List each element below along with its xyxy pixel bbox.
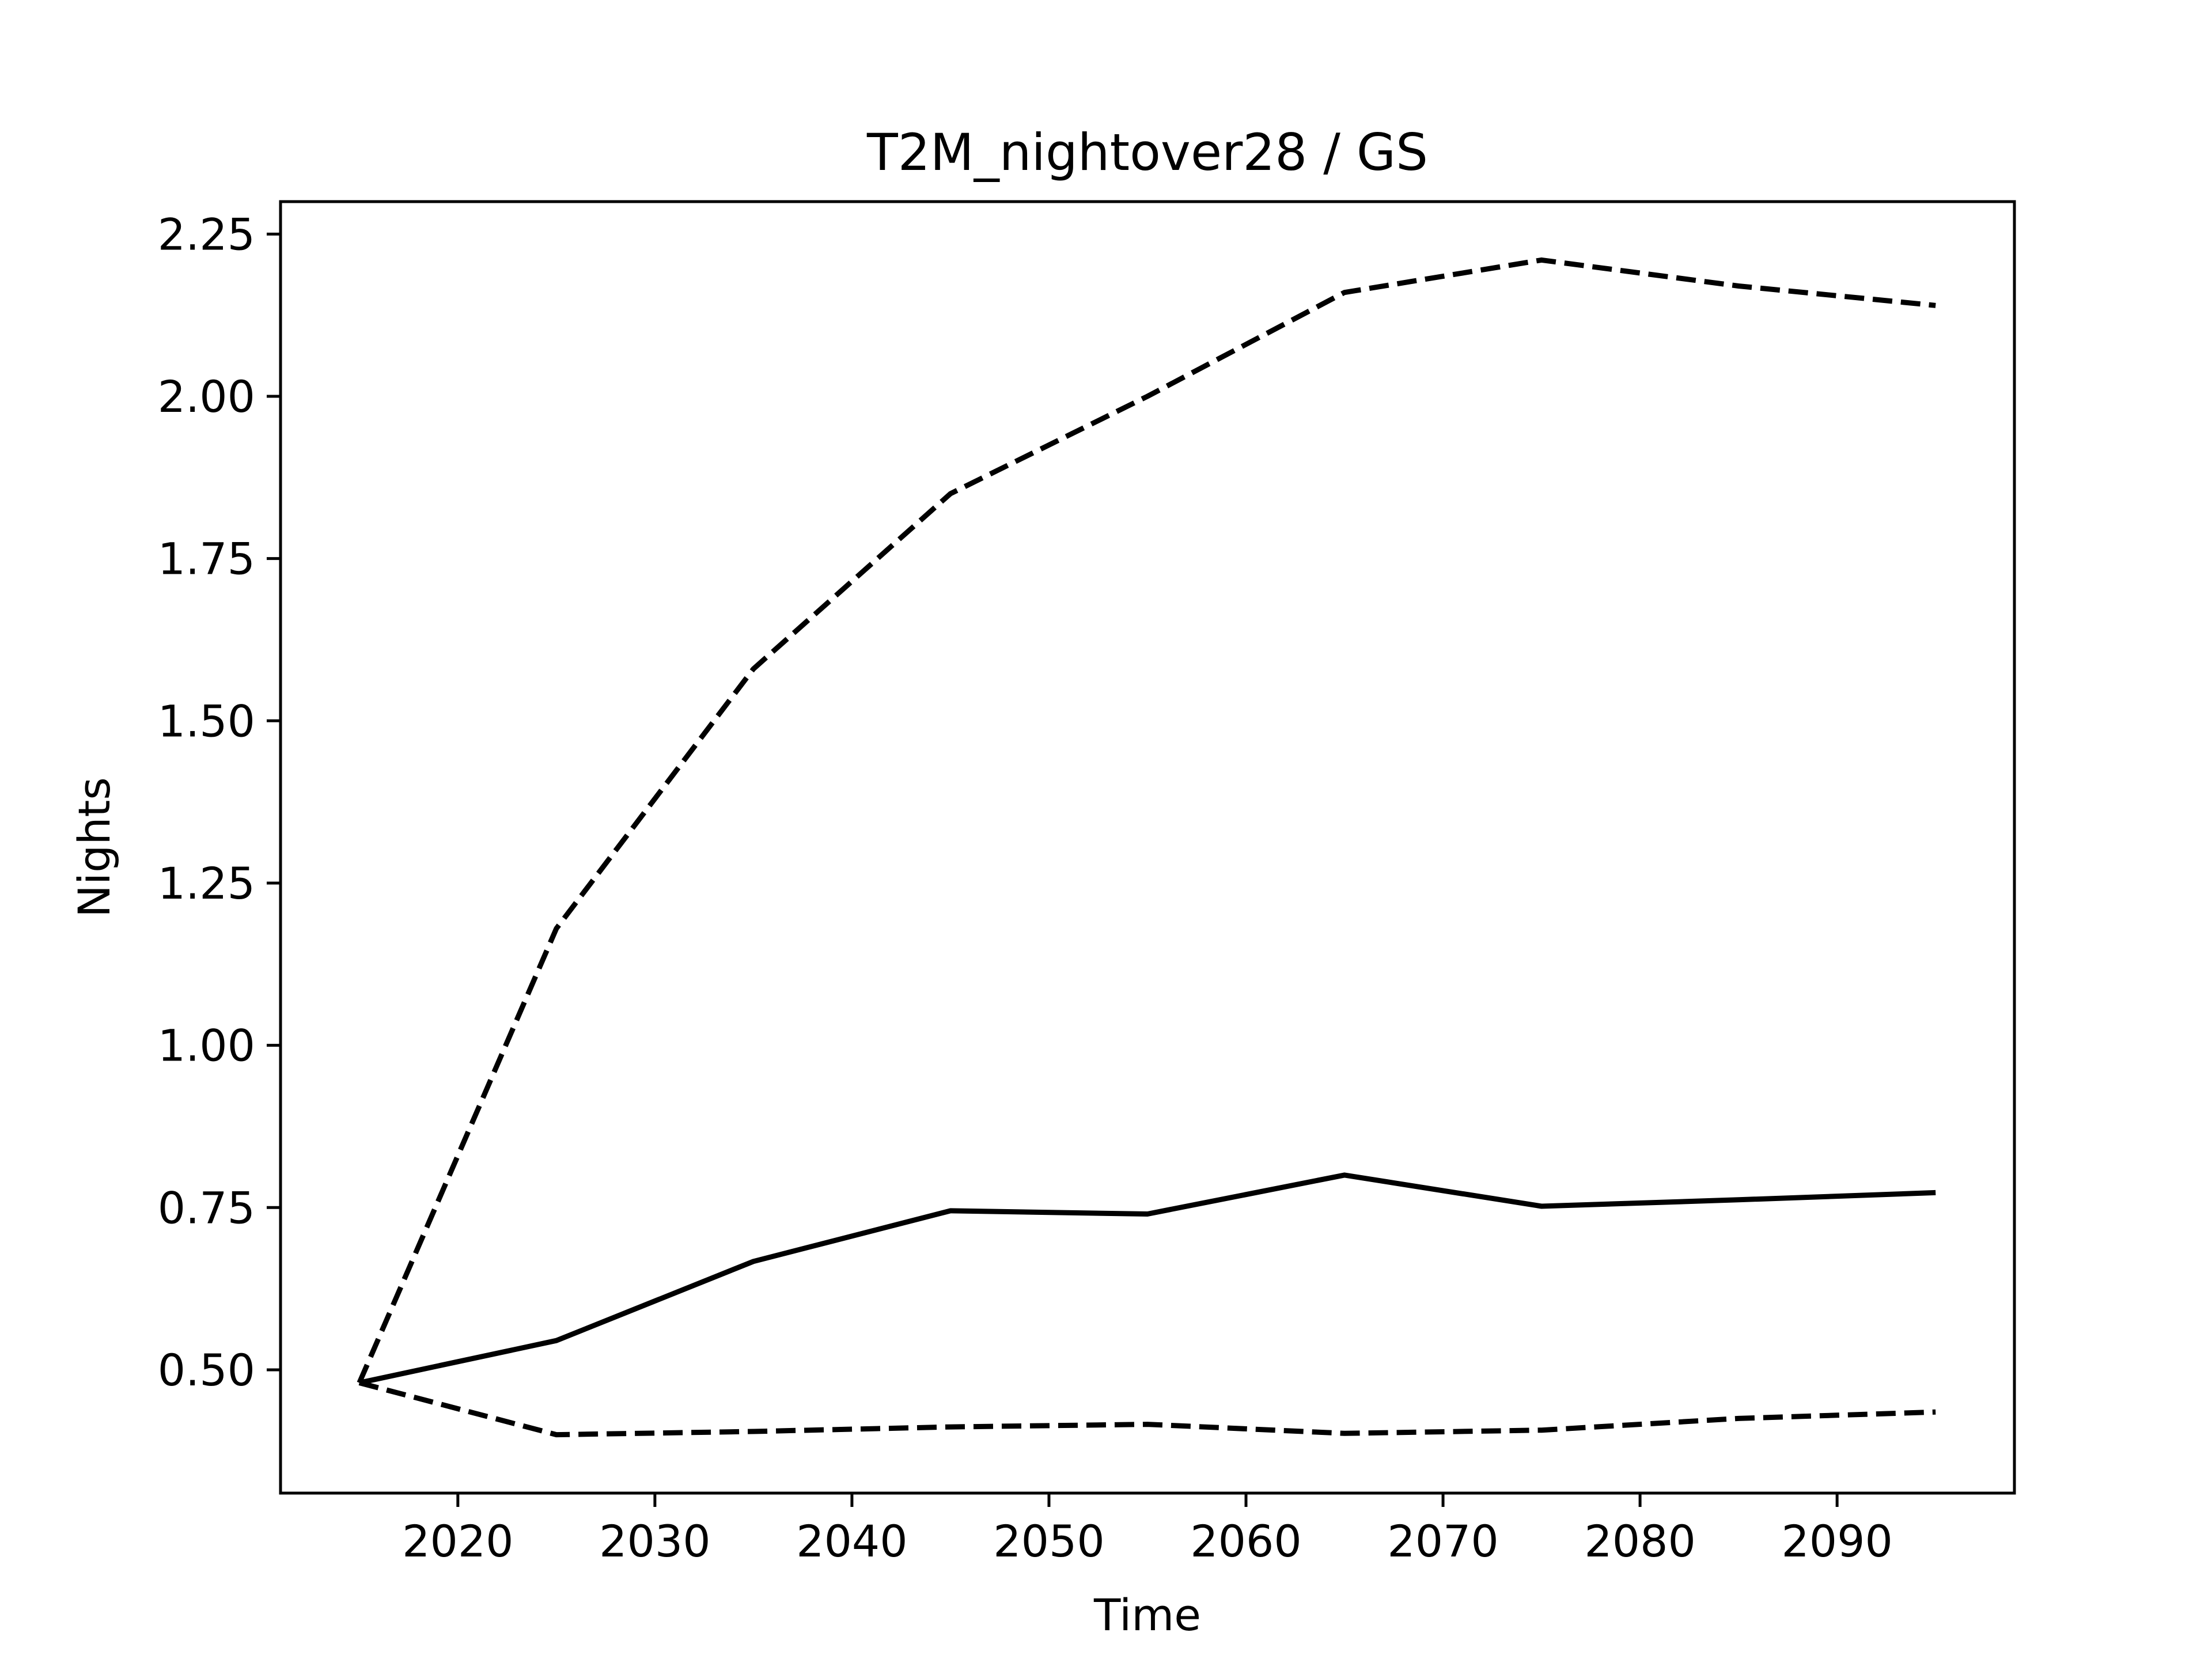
x-tick-label: 2040 (796, 1516, 907, 1567)
y-axis-label: Nights (69, 777, 120, 918)
series-line-3 (358, 1380, 1936, 1438)
x-axis-label: Time (1093, 1589, 1201, 1641)
x-tick-label: 2080 (1584, 1516, 1695, 1567)
series-line-2 (357, 257, 1936, 1384)
y-tick-label: 2.25 (158, 209, 255, 260)
x-tick-label: 2060 (1190, 1516, 1301, 1567)
x-axis-ticks: 2020 2030 2040 2050 2060 2070 2080 2090 (402, 1493, 1893, 1567)
x-tick-label: 2020 (402, 1516, 513, 1567)
series-line-1 (358, 1172, 1936, 1385)
y-tick-label: 1.00 (158, 1020, 255, 1071)
plot-frame (279, 200, 2016, 1495)
x-tick-label: 2050 (993, 1516, 1104, 1567)
y-axis-ticks: 0.50 0.75 1.00 1.25 1.50 1.75 2.00 2.25 (158, 209, 281, 1396)
y-tick-label: 0.50 (158, 1344, 255, 1396)
chart-title: T2M_nightover28 / GS (866, 123, 1428, 182)
y-tick-label: 0.75 (158, 1182, 255, 1233)
series-layer (357, 257, 1936, 1438)
y-tick-label: 1.25 (158, 858, 255, 909)
y-tick-label: 1.75 (158, 533, 255, 585)
y-tick-label: 1.50 (158, 695, 255, 747)
y-tick-label: 2.00 (158, 371, 255, 422)
x-tick-label: 2090 (1781, 1516, 1892, 1567)
x-tick-label: 2070 (1387, 1516, 1498, 1567)
x-tick-label: 2030 (599, 1516, 710, 1567)
